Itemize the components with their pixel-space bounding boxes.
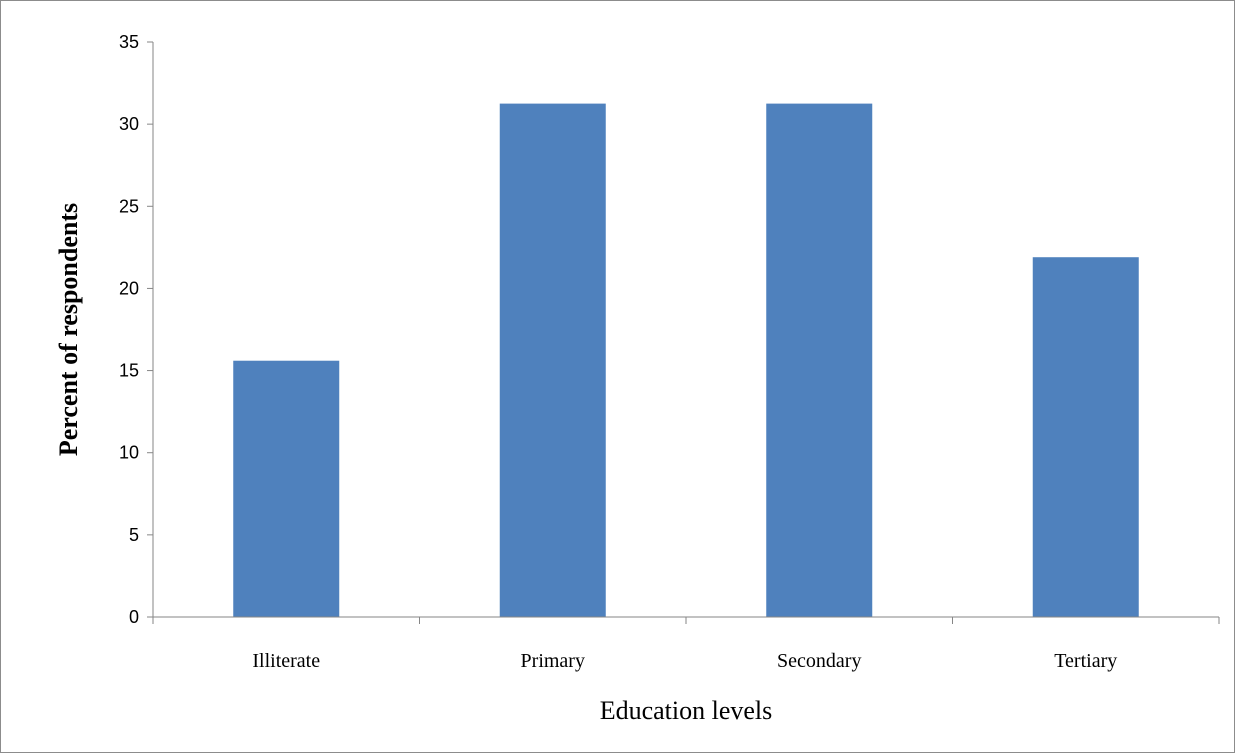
y-axis-ticks: 0 5 10 15 20 25 30 35 xyxy=(119,32,153,627)
y-tick-label: 35 xyxy=(119,32,139,52)
y-tick-label: 10 xyxy=(119,443,139,463)
y-axis-title: Percent of respondents xyxy=(54,203,83,456)
y-tick-label: 15 xyxy=(119,361,139,381)
x-tick-label: Illiterate xyxy=(252,650,320,672)
x-axis-ticks: Illiterate Primary Secondary Tertiary xyxy=(152,617,1220,672)
bar-tertiary xyxy=(1032,257,1139,617)
y-tick-label: 25 xyxy=(119,196,139,216)
x-tick-label: Tertiary xyxy=(1054,650,1117,672)
y-tick-label: 0 xyxy=(129,607,139,627)
y-tick-label: 20 xyxy=(119,278,139,298)
y-tick-label: 5 xyxy=(129,525,139,545)
x-tick-label: Primary xyxy=(521,650,585,672)
x-axis-title: Education levels xyxy=(600,696,773,725)
y-tick-label: 30 xyxy=(119,114,139,134)
x-tick-label: Secondary xyxy=(777,650,861,672)
bars xyxy=(233,103,1139,618)
bar-secondary xyxy=(766,103,873,618)
bar-primary xyxy=(499,103,606,618)
bar-illiterate xyxy=(233,360,340,617)
